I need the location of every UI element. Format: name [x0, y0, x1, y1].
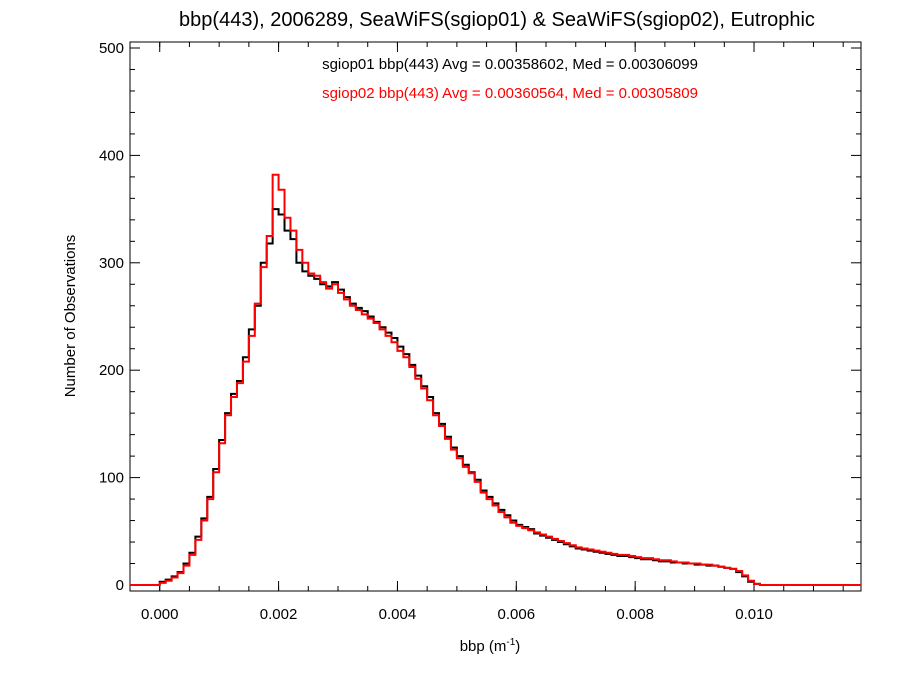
x-tick-label: 0.008 [616, 606, 654, 623]
x-tick-label: 0.002 [260, 606, 298, 623]
chart-title: bbp(443), 2006289, SeaWiFS(sgiop01) & Se… [179, 9, 815, 31]
y-tick-label: 0 [116, 577, 124, 594]
x-tick-label: 0.006 [498, 606, 536, 623]
y-tick-label: 500 [99, 40, 124, 57]
plot-frame [129, 41, 862, 592]
x-tick-label: 0.004 [379, 606, 417, 623]
series-1-stats: sgiop01 bbp(443) Avg = 0.00358602, Med =… [322, 56, 698, 73]
y-tick-label: 300 [99, 255, 124, 272]
histogram-series [130, 173, 861, 586]
x-axis-label-main: bbp (m [460, 638, 507, 655]
histogram-series-1 [130, 208, 861, 586]
x-tick-label: 0.000 [141, 606, 179, 623]
x-axis-label-end: ) [515, 638, 520, 655]
x-axis-ticks: 0.000 0.002 0.004 0.006 0.008 0.010 [129, 42, 844, 623]
y-axis-label: Number of Observations [62, 235, 79, 398]
series-2-stats: sgiop02 bbp(443) Avg = 0.00360564, Med =… [322, 85, 698, 102]
y-tick-label: 100 [99, 470, 124, 487]
x-axis-label: bbp (m-1) [460, 637, 521, 655]
histogram-series-2 [130, 173, 861, 586]
y-tick-label: 400 [99, 147, 124, 164]
x-tick-label: 0.010 [735, 606, 773, 623]
y-tick-label: 200 [99, 362, 124, 379]
x-axis-label-superscript: -1 [506, 637, 515, 648]
y-axis-ticks: 0 100 200 300 400 500 [99, 40, 861, 594]
